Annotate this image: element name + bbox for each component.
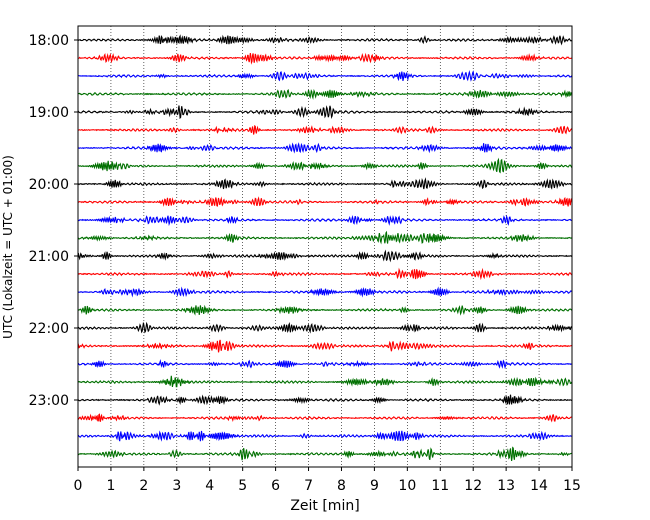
- trace-line: [77, 339, 573, 353]
- trace-line: [77, 70, 573, 82]
- x-tick-label: 10: [398, 478, 416, 494]
- y-axis-label: UTC (Lokalzeit = UTC + 01:00): [1, 155, 15, 339]
- trace-line: [77, 375, 573, 388]
- trace-line: [77, 394, 573, 406]
- y-axis-ticks: 18:00 19:00 20:00 21:00 22:00 23:00: [29, 33, 78, 409]
- x-tick-label: 11: [431, 478, 449, 494]
- trace-line: [77, 214, 573, 227]
- y-tick-label: 23:00: [29, 393, 69, 409]
- x-tick-label: 6: [271, 478, 280, 494]
- x-tick-label: 8: [337, 478, 346, 494]
- trace-line: [77, 430, 573, 442]
- trace-line: [77, 230, 573, 245]
- trace-line: [77, 105, 573, 120]
- x-tick-label: 2: [139, 478, 148, 494]
- trace-line: [77, 88, 573, 100]
- trace-line: [77, 177, 573, 190]
- trace-line: [77, 142, 573, 154]
- x-tick-label: 3: [172, 478, 181, 494]
- y-tick-label: 20:00: [29, 177, 69, 193]
- trace-line: [77, 157, 573, 174]
- trace-line: [77, 304, 573, 316]
- x-tick-label: 14: [530, 478, 548, 494]
- plot-frame: [77, 25, 573, 468]
- trace-line: [77, 413, 573, 423]
- y-tick-label: 22:00: [29, 321, 69, 337]
- x-tick-label: 0: [74, 478, 83, 494]
- x-tick-label: 7: [304, 478, 313, 494]
- y-tick-label: 21:00: [29, 249, 69, 265]
- trace-line: [77, 124, 573, 135]
- trace-lines: [77, 34, 573, 462]
- trace-line: [77, 286, 573, 298]
- trace-line: [77, 196, 573, 207]
- trace-line: [77, 358, 573, 370]
- trace-line: [77, 52, 573, 65]
- y-tick-label: 18:00: [29, 33, 69, 49]
- trace-line: [77, 267, 573, 281]
- trace-line: [77, 446, 573, 462]
- y-tick-label: 19:00: [29, 105, 69, 121]
- x-tick-label: 4: [205, 478, 214, 494]
- x-axis-label: Zeit [min]: [290, 498, 359, 514]
- trace-line: [77, 249, 573, 263]
- x-tick-label: 5: [238, 478, 247, 494]
- x-tick-label: 15: [563, 478, 581, 494]
- x-tick-label: 1: [106, 478, 115, 494]
- x-tick-label: 12: [464, 478, 482, 494]
- trace-line: [77, 321, 573, 334]
- x-tick-label: 13: [497, 478, 515, 494]
- x-axis-ticks: 0 1 2 3 4 5 6 7 8 9 10 11 12 13 14 15: [74, 467, 581, 494]
- trace-line: [77, 34, 573, 46]
- x-tick-label: 9: [370, 478, 379, 494]
